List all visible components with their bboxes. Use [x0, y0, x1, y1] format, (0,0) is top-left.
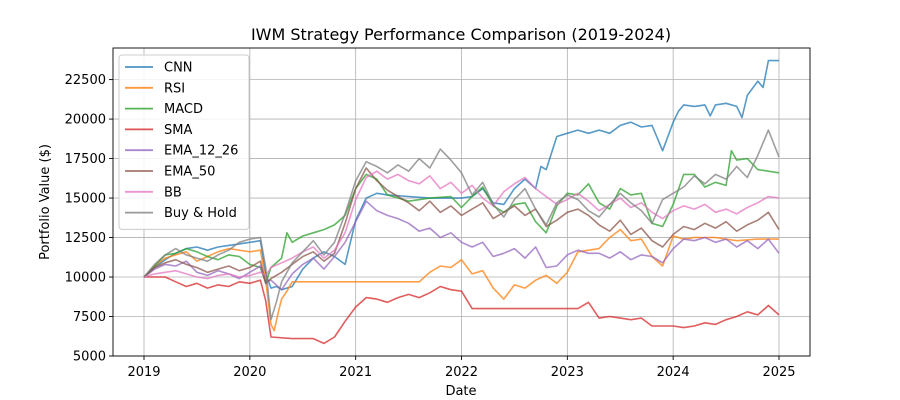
x-tick-label: 2025	[762, 365, 795, 380]
y-tick-label: 12500	[65, 231, 106, 246]
x-tick-label: 2021	[339, 365, 372, 380]
y-axis-title: Portfolio Value ($)	[38, 144, 53, 260]
y-axis: 5000 7500 10000 12500 15000 17500 20000 22500	[65, 73, 113, 365]
x-tick-label: 2020	[233, 365, 266, 380]
y-tick-label: 20000	[65, 113, 106, 128]
series-line-ema-50	[143, 167, 780, 285]
legend-label-sma: SMA	[164, 123, 192, 138]
y-tick-label: 7500	[73, 310, 106, 325]
legend-label-ema-50: EMA_50	[164, 165, 215, 180]
legend-label-buy-hold: Buy & Hold	[164, 206, 237, 221]
x-axis: 2019 2020 2021 2022 2023 2024 2025	[127, 356, 796, 380]
x-tick-label: 2023	[551, 365, 584, 380]
legend: CNN RSI MACD SMA EMA_12_26 EMA_50 BB Buy & Hold	[118, 54, 250, 230]
series-line-macd	[143, 149, 780, 285]
y-tick-label: 15000	[65, 192, 106, 207]
x-axis-title: Date	[445, 384, 476, 399]
series-line-bb	[143, 170, 780, 280]
x-tick-label: 2024	[657, 365, 690, 380]
y-tick-label: 5000	[73, 350, 106, 365]
y-tick-label: 10000	[65, 271, 106, 286]
legend-label-rsi: RSI	[164, 81, 185, 96]
series-line-buy-hold	[143, 129, 780, 321]
series-group	[143, 59, 780, 345]
x-tick-label: 2022	[445, 365, 478, 380]
series-line-ema-12-26	[143, 200, 780, 291]
legend-label-ema-12-26: EMA_12_26	[164, 144, 238, 159]
legend-box	[118, 54, 250, 230]
legend-label-bb: BB	[164, 185, 182, 200]
legend-label-macd: MACD	[164, 102, 203, 117]
chart-title: IWM Strategy Performance Comparison (201…	[251, 25, 671, 44]
x-tick-label: 2019	[127, 365, 160, 380]
legend-label-cnn: CNN	[164, 61, 193, 76]
series-line-rsi	[143, 228, 779, 332]
y-tick-label: 17500	[65, 152, 106, 167]
y-tick-label: 22500	[65, 73, 106, 88]
series-line-sma	[144, 276, 780, 345]
series-line-cnn	[143, 59, 779, 291]
